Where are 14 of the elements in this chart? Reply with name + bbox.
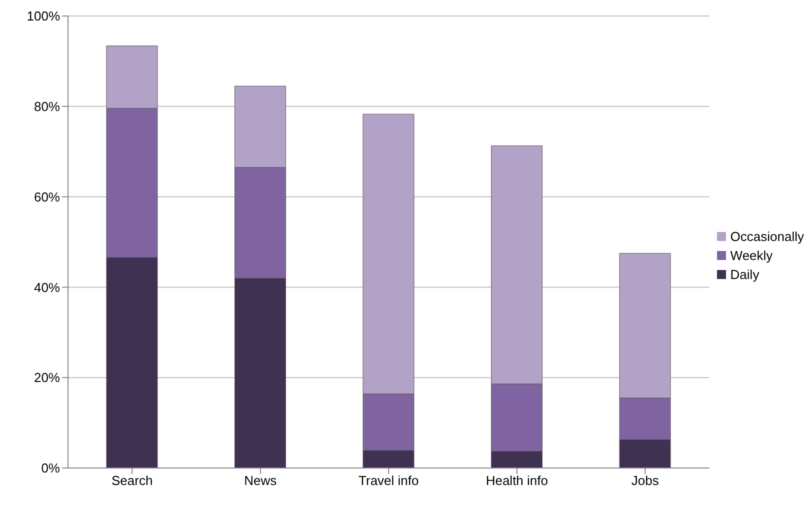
y-tick-label: 0% [41, 460, 60, 476]
y-tick-label: 100% [26, 8, 60, 24]
x-tick-label: News [244, 473, 278, 488]
legend-label: Occasionally [730, 229, 804, 244]
x-tick-label: Jobs [631, 473, 660, 488]
x-tick-label: Search [112, 473, 153, 488]
y-tick-label: 60% [34, 189, 60, 204]
x-tick-label: Health info [486, 473, 548, 488]
y-tick-label: 80% [34, 99, 60, 114]
legend-label: Weekly [730, 248, 773, 263]
y-tick-label: 20% [34, 370, 60, 386]
legend-label: Daily [730, 267, 760, 282]
x-tick-label: Travel info [358, 473, 419, 488]
y-tick-label: 40% [34, 280, 60, 295]
